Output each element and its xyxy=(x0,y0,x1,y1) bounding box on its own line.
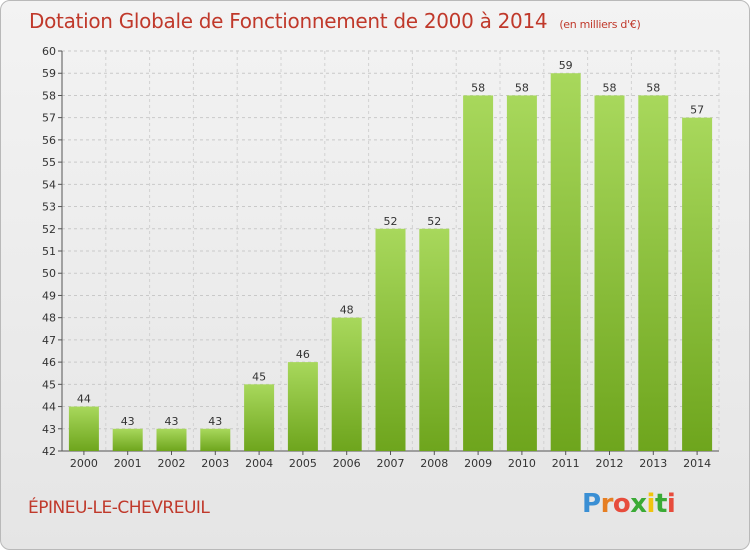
x-tick-labels: 2000 2001 2002 2003 2004 2005 2006 2007 2008 2009… xyxy=(70,457,711,470)
x-tick-label-2005: 2005 xyxy=(289,457,317,470)
y-tick-label: 50 xyxy=(42,267,56,280)
x-tick-label-2011: 2011 xyxy=(552,457,580,470)
data-label-2012: 58 xyxy=(603,81,617,94)
bar-2003 xyxy=(200,428,231,451)
bar-2014 xyxy=(682,117,713,452)
bar-2004 xyxy=(244,384,275,451)
commune-name: ÉPINEU-LE-CHEVREUIL xyxy=(28,498,210,518)
y-tick-label: 46 xyxy=(42,356,56,369)
bar-2013 xyxy=(638,95,669,451)
chart-title: Dotation Globale de Fonctionnement de 20… xyxy=(29,9,548,33)
data-label-2008: 52 xyxy=(427,215,441,228)
proxiti-logo: Proxiti xyxy=(582,489,676,519)
data-label-2004: 45 xyxy=(252,370,266,383)
y-tick-label: 53 xyxy=(42,201,56,214)
bar-2012 xyxy=(594,95,625,451)
x-tick-label-2000: 2000 xyxy=(70,457,98,470)
bar-2002 xyxy=(156,428,187,451)
data-label-2006: 48 xyxy=(340,304,354,317)
data-label-2013: 58 xyxy=(646,81,660,94)
data-label-2010: 58 xyxy=(515,81,529,94)
chart-unit: (en milliers d'€) xyxy=(559,18,641,31)
y-tick-label: 45 xyxy=(42,378,56,391)
bar-2001 xyxy=(112,428,143,451)
y-tick-labels: 42 43 44 45 46 47 48 49 50 51 52 53 54 55 56 57 58 59 60 xyxy=(42,45,56,458)
y-tick-label: 55 xyxy=(42,156,56,169)
x-tick-label-2012: 2012 xyxy=(596,457,624,470)
bar-2009 xyxy=(463,95,494,451)
data-label-2001: 43 xyxy=(121,415,135,428)
y-tick-label: 52 xyxy=(42,223,56,236)
data-label-2007: 52 xyxy=(384,215,398,228)
bar-2005 xyxy=(287,362,318,451)
y-tick-label: 49 xyxy=(42,289,56,302)
bars xyxy=(68,73,713,452)
y-tick-label: 43 xyxy=(42,423,56,436)
y-tick-label: 56 xyxy=(42,134,56,147)
x-tick-label-2003: 2003 xyxy=(201,457,229,470)
x-tick-label-2010: 2010 xyxy=(508,457,536,470)
y-tick-label: 60 xyxy=(42,45,56,58)
bar-2011 xyxy=(550,73,581,451)
data-label-2002: 43 xyxy=(165,415,179,428)
bar-2010 xyxy=(506,95,537,451)
y-tick-label: 42 xyxy=(42,445,56,458)
y-tick-label: 44 xyxy=(42,401,56,414)
y-tick-label: 58 xyxy=(42,89,56,102)
data-label-2003: 43 xyxy=(208,415,222,428)
data-labels: 44 43 43 43 45 46 48 52 52 58 58 59 58 58 57 xyxy=(77,59,704,428)
y-tick-label: 57 xyxy=(42,112,56,125)
data-label-2014: 57 xyxy=(690,104,704,117)
data-label-2000: 44 xyxy=(77,393,91,406)
data-label-2011: 59 xyxy=(559,59,573,72)
bar-2007 xyxy=(375,228,406,451)
y-tick-label: 51 xyxy=(42,245,56,258)
bar-2006 xyxy=(331,317,362,451)
x-tick-label-2008: 2008 xyxy=(420,457,448,470)
y-tick-label: 59 xyxy=(42,67,56,80)
x-tick-label-2013: 2013 xyxy=(639,457,667,470)
x-tick-label-2014: 2014 xyxy=(683,457,711,470)
x-tick-label-2007: 2007 xyxy=(377,457,405,470)
x-tick-label-2002: 2002 xyxy=(158,457,186,470)
chart-title-block: Dotation Globale de Fonctionnement de 20… xyxy=(29,9,641,33)
bar-2008 xyxy=(419,228,450,451)
y-tick-label: 54 xyxy=(42,178,56,191)
x-tick-label-2004: 2004 xyxy=(245,457,273,470)
y-tick-label: 47 xyxy=(42,334,56,347)
data-label-2009: 58 xyxy=(471,81,485,94)
data-label-2005: 46 xyxy=(296,348,310,361)
x-tick-label-2001: 2001 xyxy=(114,457,142,470)
y-tick-label: 48 xyxy=(42,312,56,325)
x-tick-label-2006: 2006 xyxy=(333,457,361,470)
x-tick-label-2009: 2009 xyxy=(464,457,492,470)
bar-2000 xyxy=(68,406,99,451)
